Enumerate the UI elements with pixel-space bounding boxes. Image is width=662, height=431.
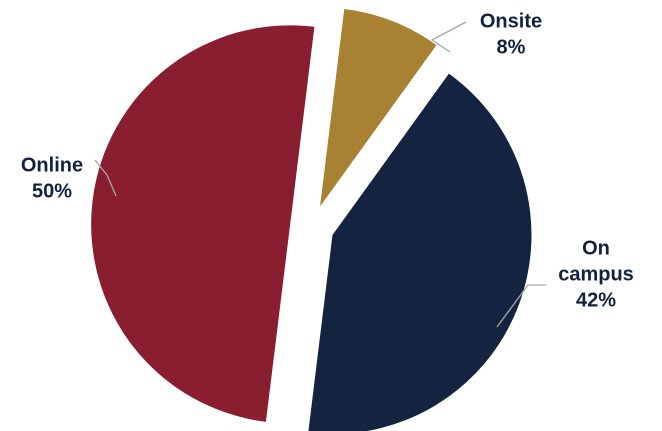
leader-lines	[94, 21, 546, 328]
slice-label-onsite: Onsite	[480, 10, 542, 32]
pie-slice-onsite	[320, 9, 437, 207]
leader-line-on-campus	[496, 284, 546, 328]
leader-line-onsite	[430, 21, 467, 53]
slice-label-online: Online	[21, 154, 83, 176]
slice-label-on-campus: 42%	[576, 289, 616, 311]
slice-label-online: 50%	[32, 180, 72, 202]
leader-line-online	[94, 159, 117, 197]
pie-slice-on-campus	[308, 73, 532, 431]
pie-slices	[91, 9, 532, 431]
slice-label-on-campus: campus	[558, 263, 634, 285]
slice-label-onsite: 8%	[497, 36, 526, 58]
slice-label-on-campus: On	[582, 237, 610, 259]
pie-slice-online	[91, 25, 315, 422]
slice-labels: Onsite 8% On campus 42% Online 50%	[21, 10, 634, 311]
